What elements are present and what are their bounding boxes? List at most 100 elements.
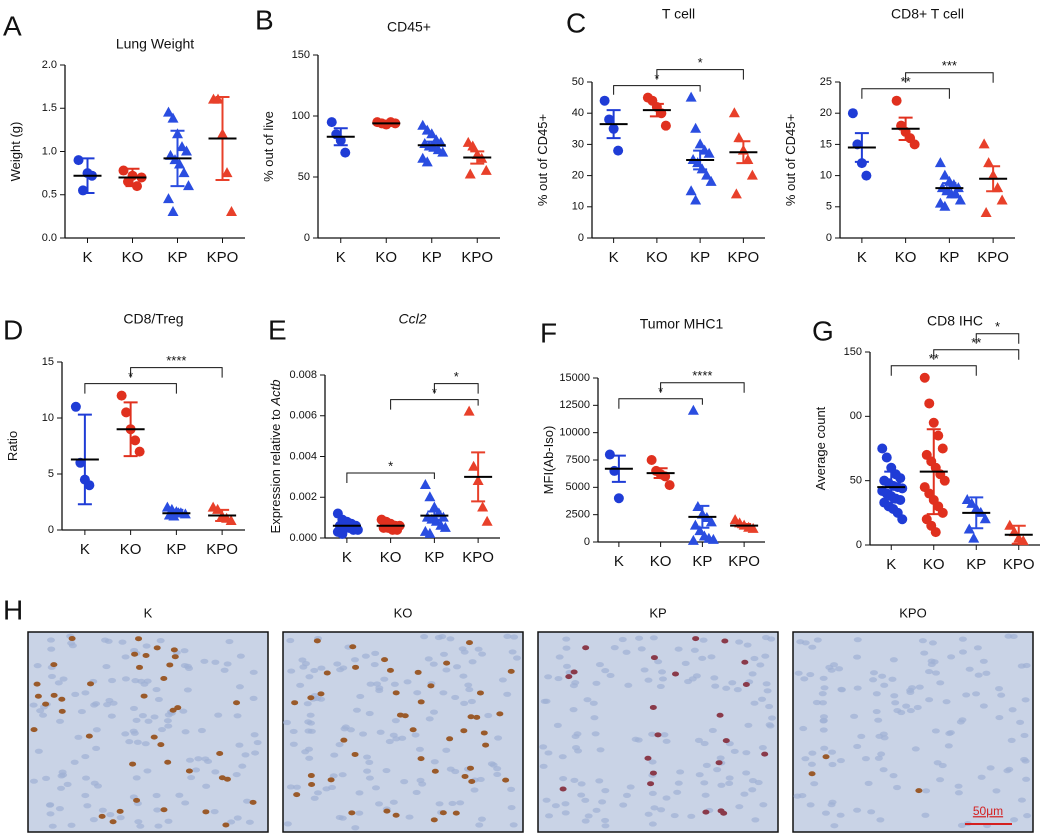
data-point (183, 180, 194, 191)
stained-cell (386, 667, 394, 673)
nucleus (373, 681, 382, 687)
image-label: KO (394, 605, 413, 620)
data-point (70, 401, 81, 412)
nucleus (104, 638, 113, 644)
stained-cell (392, 812, 400, 818)
nucleus (631, 736, 640, 742)
panel-letter: C (566, 7, 586, 38)
significance-bracket (890, 365, 977, 376)
nucleus (118, 639, 127, 645)
nucleus (619, 802, 628, 808)
significance-bracket (975, 333, 1020, 344)
nucleus (435, 801, 444, 807)
nucleus (70, 759, 79, 765)
nucleus (766, 723, 775, 729)
data-point (687, 404, 699, 415)
data-point (167, 206, 179, 217)
nucleus (806, 671, 815, 678)
nucleus (223, 661, 232, 667)
stained-cell (131, 651, 139, 657)
significance-bracket (613, 85, 701, 95)
stained-cell (496, 711, 504, 717)
nucleus (63, 781, 72, 787)
data-point (604, 449, 615, 460)
nucleus (392, 736, 401, 742)
data-point (705, 516, 717, 527)
data-point (428, 501, 440, 512)
x-tick-label: KPO (728, 553, 760, 570)
nucleus (758, 745, 767, 751)
chart-title: T cell (662, 6, 695, 22)
nucleus (201, 756, 210, 762)
y-axis-label: Ratio (5, 431, 20, 461)
nucleus (920, 650, 929, 656)
data-point (176, 141, 188, 152)
nucleus (577, 781, 586, 787)
nucleus (828, 761, 837, 768)
nucleus (130, 647, 139, 654)
nucleus (601, 668, 610, 674)
nucleus (610, 645, 619, 651)
data-point (694, 138, 706, 149)
nucleus (595, 778, 604, 784)
stained-cell (170, 647, 178, 653)
nucleus (936, 777, 945, 783)
stained-cell (222, 822, 230, 828)
stained-cell (85, 733, 93, 739)
nucleus (251, 750, 260, 756)
stained-cell (480, 730, 488, 736)
x-tick-label: KO (122, 249, 144, 266)
y-tick-label: 0.0 (42, 232, 57, 244)
y-tick-label: 10 (820, 170, 832, 182)
y-tick-label: 5 (826, 201, 832, 213)
nucleus (339, 665, 348, 671)
stained-cell (142, 653, 150, 659)
nucleus (153, 807, 162, 813)
nucleus (241, 752, 250, 758)
nucleus (305, 755, 314, 761)
nucleus (551, 803, 560, 809)
nucleus (554, 675, 563, 682)
nucleus (577, 792, 586, 798)
data-point (646, 455, 657, 465)
nucleus (508, 649, 517, 655)
data-point (340, 147, 351, 158)
nucleus (957, 822, 966, 828)
y-tick-label: 25 (820, 76, 832, 88)
nucleus (977, 774, 986, 780)
stained-cell (465, 640, 473, 646)
nucleus (874, 755, 883, 761)
stained-cell (741, 659, 749, 665)
stained-cell (742, 682, 750, 688)
nucleus (179, 708, 188, 714)
nucleus (250, 732, 259, 738)
nucleus (438, 633, 447, 640)
stained-cell (202, 809, 210, 815)
image-label: K (144, 605, 153, 620)
nucleus (413, 690, 422, 696)
nucleus (352, 707, 361, 713)
stained-cell (249, 799, 257, 805)
data-point (877, 443, 888, 454)
y-tick-label: 10 (572, 201, 584, 213)
nucleus (459, 673, 468, 679)
stained-cell (223, 776, 231, 782)
nucleus (141, 741, 150, 747)
nucleus (1021, 697, 1030, 703)
data-point (417, 119, 429, 130)
nucleus (897, 709, 906, 716)
nucleus (748, 787, 757, 793)
y-axis-label: Average count (813, 406, 828, 490)
data-point (934, 157, 946, 168)
nucleus (194, 756, 203, 762)
data-point (707, 533, 719, 544)
data-point (939, 475, 950, 486)
x-tick-label: KP (939, 249, 959, 266)
nucleus (979, 703, 988, 709)
y-tick-label: 0.002 (289, 491, 317, 503)
nucleus (767, 636, 776, 642)
data-point (178, 167, 190, 178)
nucleus (890, 693, 899, 699)
stained-cell (722, 738, 730, 744)
nucleus (287, 668, 296, 674)
